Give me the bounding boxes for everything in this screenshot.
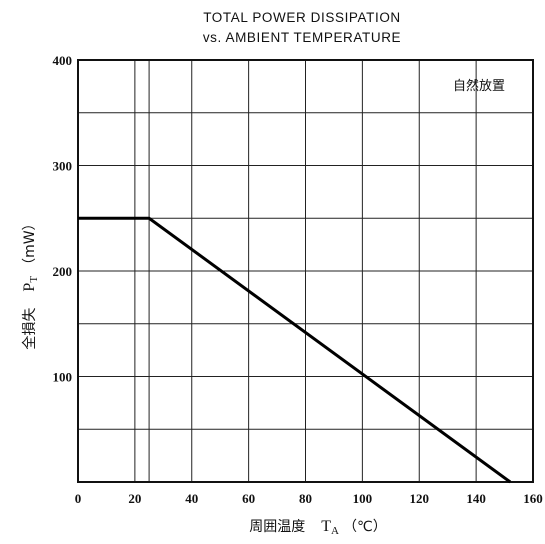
series-line [78, 216, 512, 484]
x-axis-label-subscript: A [331, 525, 339, 537]
x-tick-label: 120 [410, 491, 430, 506]
series-lines [78, 216, 512, 484]
x-tick-label: 40 [185, 491, 198, 506]
x-tick-label: 160 [523, 491, 543, 506]
x-axis-label-unit: （℃） [343, 519, 387, 535]
x-tick-label: 100 [353, 491, 373, 506]
x-tick-label: 0 [75, 491, 82, 506]
chart-title: TOTAL POWER DISSIPATION [203, 10, 401, 25]
plot-frame [77, 59, 534, 483]
y-tick-label: 100 [53, 370, 73, 385]
y-tick-label: 200 [53, 264, 73, 279]
y-axis-label: 全損失 PT （mW） [21, 216, 40, 349]
x-tick-label: 140 [466, 491, 486, 506]
x-tick-label: 80 [299, 491, 312, 506]
grid-lines [77, 59, 534, 482]
y-tick-labels: 100 200 300 400 [53, 53, 73, 385]
x-axis-label-symbol: T [321, 518, 331, 535]
y-axis-label-subscript: T [28, 276, 40, 283]
x-tick-label: 20 [128, 491, 141, 506]
y-tick-label: 400 [53, 53, 73, 68]
y-axis-label-prefix: 全損失 [21, 308, 38, 350]
y-tick-label: 300 [53, 159, 73, 174]
y-axis-label-unit: （mW） [22, 216, 38, 271]
x-tick-labels: 0 20 40 60 80 100 120 140 160 [75, 491, 543, 506]
chart-subtitle: vs. AMBIENT TEMPERATURE [203, 30, 401, 45]
x-axis-label: 周囲温度 TA （℃） [249, 518, 386, 537]
x-tick-label: 60 [242, 491, 255, 506]
x-axis-label-prefix: 周囲温度 [249, 519, 305, 535]
y-axis-label-symbol: P [21, 283, 38, 292]
condition-annotation: 自然放置 [453, 78, 505, 94]
